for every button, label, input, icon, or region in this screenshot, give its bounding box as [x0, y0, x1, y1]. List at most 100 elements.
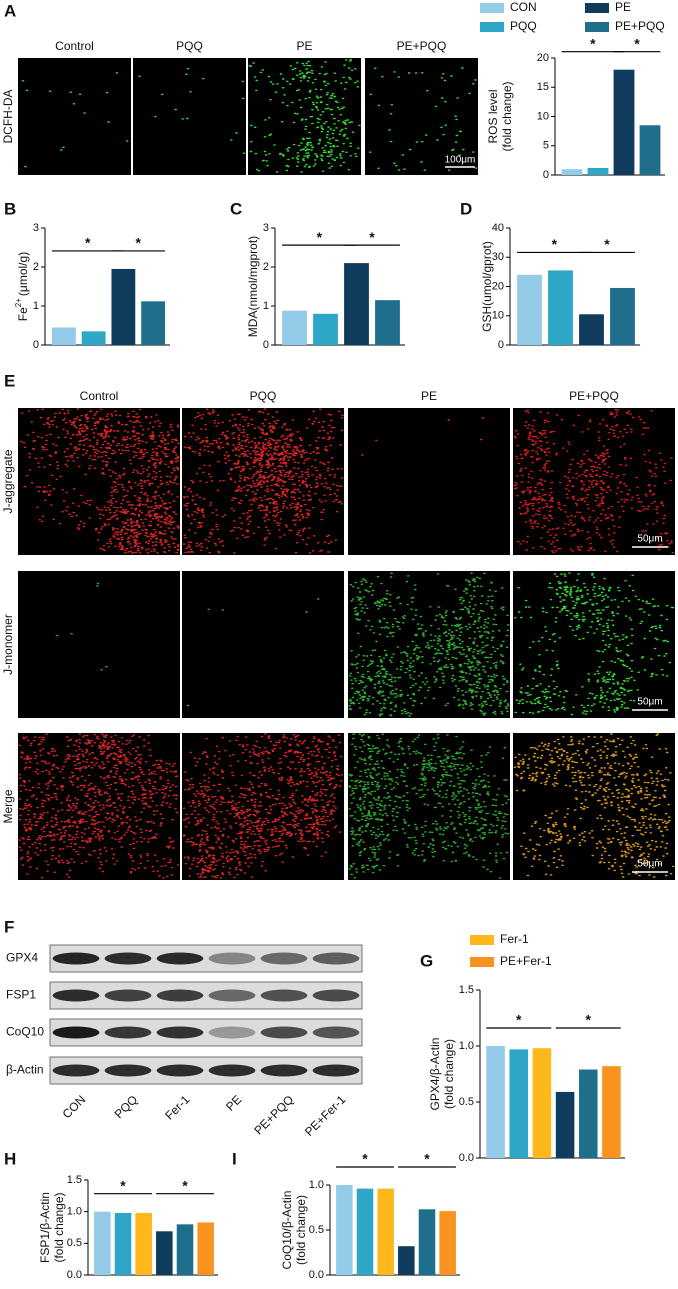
- bar: [610, 287, 635, 345]
- bar: [114, 1212, 132, 1275]
- y-tick-label: 2: [263, 261, 269, 273]
- band: [208, 989, 256, 1002]
- y-tick-label: 0.5: [67, 1237, 82, 1249]
- y-axis-label: FSP1/β-Actin: [38, 1192, 52, 1263]
- significance-label: *: [85, 235, 91, 251]
- legend-label: CON: [510, 0, 537, 14]
- micrograph: [18, 571, 180, 718]
- bar: [579, 314, 604, 345]
- y-tick-label: 0: [263, 339, 269, 351]
- fluorescence: [248, 59, 361, 173]
- legend-swatch: [470, 957, 494, 967]
- band: [156, 952, 204, 965]
- protein-label: β-Actin: [6, 1063, 44, 1077]
- panel-letter: D: [460, 199, 472, 218]
- bar: [555, 1091, 575, 1158]
- y-tick-label: 1: [263, 300, 269, 312]
- panel-letter: A: [4, 1, 16, 20]
- bar: [578, 1069, 598, 1158]
- y-tick-label: 0.0: [67, 1269, 82, 1281]
- scale-bar-label: 100μm: [445, 155, 476, 166]
- fluorescence: [514, 572, 675, 716]
- column-label: PE+PQQ: [569, 389, 619, 403]
- band: [312, 1064, 360, 1077]
- column-label: PQQ: [250, 389, 277, 403]
- y-tick-label: 1.0: [459, 1040, 474, 1052]
- y-tick-label: 1.5: [67, 1174, 82, 1186]
- band: [156, 1026, 204, 1039]
- fluorescence: [513, 408, 675, 554]
- lane-label: PE+PQQ: [251, 1092, 296, 1137]
- bar: [313, 313, 338, 345]
- panel-letter: E: [4, 371, 15, 390]
- y-axis-label: (fold change): [500, 81, 514, 151]
- lane-label: PE+Fer-1: [302, 1092, 349, 1139]
- row-label: J-monomer: [1, 614, 15, 675]
- blot-strip: [49, 1056, 363, 1085]
- y-axis-label: CoQ10/β-Actin: [280, 1191, 294, 1270]
- fluorescence: [55, 582, 108, 671]
- bar: [111, 268, 136, 345]
- panel-letter: G: [420, 951, 433, 970]
- significance-label: *: [604, 236, 610, 252]
- protein-label: GPX4: [6, 951, 38, 965]
- band: [52, 1064, 100, 1077]
- significance-label: *: [552, 236, 558, 252]
- fluorescence: [20, 408, 180, 554]
- band: [208, 1064, 256, 1077]
- band: [260, 952, 308, 965]
- micrograph: [182, 571, 344, 718]
- bar: [561, 169, 583, 175]
- bar: [375, 300, 400, 345]
- y-axis-label-sup: 2+: [14, 298, 23, 307]
- y-tick-label: 0: [33, 339, 39, 351]
- y-tick-label: 0: [498, 339, 504, 351]
- micrograph: [513, 571, 675, 718]
- bar: [418, 1209, 436, 1275]
- y-tick-label: 3: [33, 222, 39, 234]
- panel-letter: I: [232, 1149, 237, 1168]
- legend-label: Fer-1: [500, 932, 529, 946]
- y-axis-label: (fold change): [52, 1192, 66, 1262]
- lane-label: PQQ: [112, 1092, 141, 1121]
- band: [104, 952, 152, 965]
- significance-label: *: [586, 1012, 592, 1028]
- fluorescence: [138, 68, 246, 154]
- panel-letter: F: [4, 917, 14, 936]
- significance-label: *: [424, 1151, 430, 1167]
- bar: [377, 1188, 394, 1275]
- legend-label: PE: [615, 0, 631, 14]
- bar: [548, 270, 573, 345]
- y-tick-label: 3: [263, 222, 269, 234]
- legend-swatch: [480, 3, 504, 13]
- fluorescence: [182, 408, 344, 554]
- fluorescence: [361, 417, 485, 456]
- significance-label: *: [182, 1177, 188, 1193]
- row-label: Merge: [1, 789, 15, 823]
- y-tick-label: 0.5: [459, 1096, 474, 1108]
- lane-label: Fer-1: [162, 1092, 192, 1122]
- legend-swatch: [585, 3, 609, 13]
- fluorescence: [368, 67, 478, 171]
- band: [104, 989, 152, 1002]
- column-label: PE: [296, 39, 312, 53]
- fluorescence: [348, 572, 510, 717]
- lane-label: CON: [60, 1092, 89, 1121]
- band: [312, 1026, 360, 1039]
- column-label: PQQ: [176, 39, 203, 53]
- y-axis-label: (fold change): [442, 1039, 456, 1109]
- y-axis-label: GPX4/β-Actin: [428, 1038, 442, 1111]
- y-axis-label: MDA(nmol/mgprot): [246, 236, 260, 337]
- column-label: Control: [55, 39, 94, 53]
- scale-bar-label: 50μm: [637, 534, 662, 545]
- protein-label: FSP1: [6, 988, 36, 1002]
- y-tick-label: 20: [537, 52, 549, 64]
- legend-swatch: [470, 935, 494, 945]
- y-tick-label: 40: [492, 222, 504, 234]
- band: [52, 952, 100, 965]
- bar: [398, 1246, 415, 1275]
- column-label: PE: [421, 389, 437, 403]
- legend-swatch: [480, 22, 504, 32]
- legend-label: PQQ: [510, 19, 537, 33]
- y-tick-label: 1.5: [459, 984, 474, 996]
